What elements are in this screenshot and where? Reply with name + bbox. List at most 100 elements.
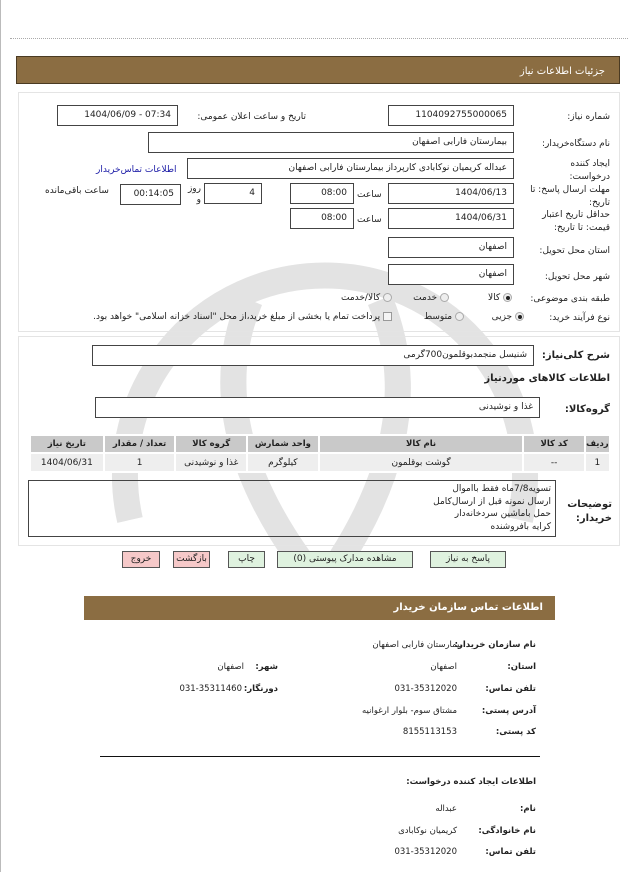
table-row: 1 -- گوشت بوقلمون کیلوگرم غذا و نوشیدنی … [29, 452, 612, 473]
category-label: طبقه بندی موضوعی: [530, 294, 610, 304]
time-remaining-label: ساعت باقی‌مانده [45, 186, 109, 196]
need-info-panel [18, 92, 620, 332]
radio-icon [383, 293, 392, 302]
province-field: اصفهان [388, 237, 514, 258]
buyer-field: بیمارستان فارابی اصفهان [148, 132, 514, 153]
announce-field: 1404/06/09 - 07:34 [57, 105, 178, 126]
creator-phone-value: 031-35312020 [394, 847, 457, 857]
validity-time-field: 08:00 [290, 208, 354, 229]
creator-phone-label: تلفن تماس: [485, 847, 536, 857]
days-label: روز و [187, 184, 201, 205]
fax-value: 031-35311460 [179, 684, 242, 694]
print-button[interactable]: چاپ [228, 551, 265, 568]
address-value: مشتاق سوم- بلوار ارغوانیه [361, 706, 457, 716]
radio-icon [503, 293, 512, 302]
announce-label: تاریخ و ساعت اعلان عمومی: [197, 112, 306, 122]
exit-button[interactable]: خروج [122, 551, 160, 568]
deadline-label: مهلت ارسال پاسخ: تا تاریخ: [530, 185, 610, 208]
family-label: نام خانوادگی: [478, 826, 536, 836]
category-service-radio[interactable]: خدمت [413, 293, 449, 303]
city-field: اصفهان [388, 264, 514, 285]
name-label: نام: [519, 804, 536, 814]
creator-field: عبداله کریمیان نوکابادی کارپرداز بیمارست… [187, 158, 514, 179]
postal-label: کد پستی: [495, 727, 536, 737]
notes-label: توضیحات خریدار: [567, 499, 612, 524]
creator-label: ایجاد کننده درخواست: [569, 159, 610, 182]
validity-label: حداقل تاریخ اعتبار قیمت: تا تاریخ: [542, 210, 610, 233]
buyer-notes-field: تسویه7/8ماه فقط بااموال ارسال نمونه قبل … [28, 480, 556, 537]
province-value: اصفهان [430, 662, 457, 672]
radio-label: کالا [487, 293, 501, 303]
summary-field: شنیسل منجمدبوقلمون700گرمی [92, 345, 534, 366]
province-label: استان محل تحویل: [539, 246, 610, 256]
org-label: نام سازمان خریدار: [454, 640, 536, 650]
table-header-row: ردیف کد کالا نام کالا واحد شمارش گروه کا… [29, 434, 612, 454]
cell-row: 1 [583, 452, 612, 473]
note-line: ارسال نمونه قبل از ارسال‌کامل [433, 496, 551, 507]
col-qty: تعداد / مقدار [102, 434, 177, 454]
left-border [0, 0, 1, 872]
city-value: اصفهان [217, 662, 244, 672]
name-value: عبداله [435, 804, 457, 814]
col-name: نام کالا [317, 434, 525, 454]
cell-unit: کیلوگرم [246, 452, 320, 473]
goods-group-field: غذا و نوشیدنی [95, 397, 540, 418]
goods-group-label: گروه‌کالا: [564, 404, 610, 415]
category-goods-radio[interactable]: کالا [488, 293, 512, 303]
contact-section-title: اطلاعات تماس سازمان خریدار [84, 596, 555, 620]
org-value: بیمارستان فارابی اصفهان [372, 640, 462, 650]
checkbox-icon [383, 312, 392, 321]
radio-label: متوسط [423, 312, 453, 322]
process-medium-radio[interactable]: متوسط [424, 312, 464, 322]
col-group: گروه کالا [174, 434, 249, 454]
postal-value: 8155113153 [402, 727, 457, 737]
goods-section-title: اطلاعات کالاهای موردنیاز [484, 373, 610, 384]
page-title: جزئیات اطلاعات نیاز [16, 56, 620, 84]
fax-label: دورنگار: [243, 684, 278, 694]
deadline-date-field: 1404/06/13 [388, 183, 514, 204]
family-value: کریمیان نوکابادی [398, 826, 457, 836]
days-remaining-field: 4 [204, 183, 262, 204]
back-button[interactable]: بازگشت [173, 551, 210, 568]
divider [100, 756, 540, 757]
buyer-contact-link[interactable]: اطلاعات تماس‌خریدار [96, 165, 177, 175]
goods-panel [18, 336, 620, 546]
radio-label: جزیی [491, 312, 513, 322]
col-unit: واحد شمارش [246, 434, 320, 454]
divider [10, 38, 628, 39]
process-label: نوع فرآیند خرید: [549, 313, 610, 323]
creator-section-title: اطلاعات ایجاد کننده درخواست: [406, 777, 536, 787]
radio-label: کالا/خدمت [340, 293, 381, 303]
deadline-time-label: ساعت [357, 190, 382, 200]
note-line: تسویه7/8ماه فقط بااموال [452, 484, 551, 494]
radio-label: خدمت [413, 293, 438, 303]
city-label: شهر: [255, 662, 278, 672]
col-date: تاریخ نیاز [29, 434, 105, 454]
note-line: کرایه بافروشنده [490, 521, 552, 532]
need-number-field: 1104092755000065 [388, 105, 514, 126]
treasury-payment-checkbox[interactable]: پرداخت تمام یا بخشی از مبلغ خرید،از محل … [93, 312, 392, 322]
buyer-label: نام دستگاه‌خریدار: [541, 139, 610, 149]
reply-button[interactable]: پاسخ به نیاز [430, 551, 506, 568]
cell-date: 1404/06/31 [29, 452, 105, 473]
cell-qty: 1 [102, 452, 177, 473]
radio-icon [440, 293, 449, 302]
validity-date-field: 1404/06/31 [388, 208, 514, 229]
col-code: کد کالا [522, 434, 586, 454]
category-both-radio[interactable]: کالا/خدمت [341, 293, 392, 303]
address-label: آدرس پستی: [481, 706, 536, 716]
cell-group: غذا و نوشیدنی [174, 452, 249, 473]
validity-time-label: ساعت [357, 215, 382, 225]
col-row: ردیف [583, 434, 612, 454]
radio-icon [515, 312, 524, 321]
process-minor-radio[interactable]: جزیی [492, 312, 524, 322]
need-number-label: شماره نیاز: [567, 112, 610, 122]
phone-value: 031-35312020 [394, 684, 457, 694]
radio-icon [455, 312, 464, 321]
deadline-time-field: 08:00 [290, 183, 354, 204]
province-label: استان: [507, 662, 536, 672]
phone-label: تلفن تماس: [485, 684, 536, 694]
checkbox-label: پرداخت تمام یا بخشی از مبلغ خرید،از محل … [93, 312, 381, 322]
view-attachments-button[interactable]: مشاهده مدارک پیوستی (0) [277, 551, 413, 568]
city-label: شهر محل تحویل: [544, 272, 610, 282]
